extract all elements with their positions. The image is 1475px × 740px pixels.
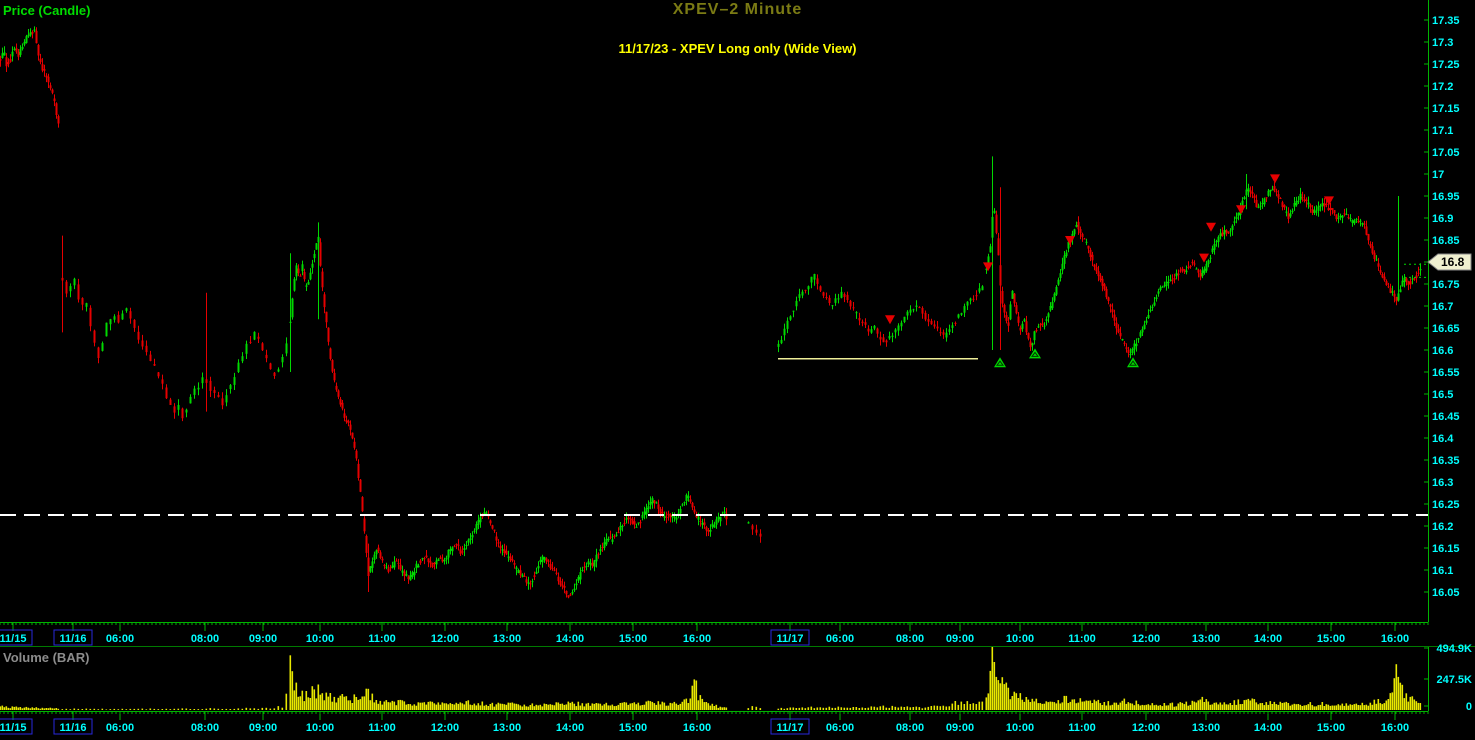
svg-text:17.2: 17.2 [1432,81,1453,93]
svg-text:08:00: 08:00 [896,722,924,734]
svg-text:08:00: 08:00 [191,633,219,645]
svg-text:09:00: 09:00 [249,633,277,645]
svg-text:16.55: 16.55 [1432,367,1460,379]
svg-text:13:00: 13:00 [493,633,521,645]
svg-text:17.05: 17.05 [1432,147,1460,159]
svg-text:11/16: 11/16 [60,722,87,734]
svg-text:16.95: 16.95 [1432,191,1460,203]
svg-text:16.8: 16.8 [1441,255,1465,269]
svg-text:12:00: 12:00 [431,722,459,734]
svg-text:16.35: 16.35 [1432,455,1460,467]
svg-text:17.25: 17.25 [1432,59,1460,71]
svg-text:11:00: 11:00 [368,633,396,645]
svg-text:09:00: 09:00 [249,722,277,734]
svg-text:11:00: 11:00 [1068,633,1096,645]
svg-text:10:00: 10:00 [306,722,334,734]
svg-text:06:00: 06:00 [106,722,134,734]
svg-text:247.5K: 247.5K [1437,674,1473,686]
svg-text:11/17: 11/17 [777,722,804,734]
svg-text:10:00: 10:00 [1006,633,1034,645]
svg-text:14:00: 14:00 [1254,633,1282,645]
chart-title: XPEV–2 Minute [672,1,803,18]
candles-layer [0,26,1422,599]
svg-text:17: 17 [1432,169,1444,181]
svg-text:11/15: 11/15 [0,633,26,645]
trade-signals-layer [885,174,1334,368]
svg-text:08:00: 08:00 [896,633,924,645]
svg-text:16.2: 16.2 [1432,521,1453,533]
svg-text:08:00: 08:00 [191,722,219,734]
svg-text:10:00: 10:00 [1006,722,1034,734]
svg-text:15:00: 15:00 [619,722,647,734]
svg-text:12:00: 12:00 [1132,633,1160,645]
svg-text:17.15: 17.15 [1432,103,1460,115]
svg-text:16.1: 16.1 [1432,565,1453,577]
svg-text:13:00: 13:00 [1192,722,1220,734]
last-price-tag: 16.8 [1427,253,1472,271]
chart-subtitle: 11/17/23 - XPEV Long only (Wide View) [618,41,857,56]
svg-text:16.25: 16.25 [1432,499,1460,511]
svg-text:14:00: 14:00 [556,633,584,645]
svg-text:12:00: 12:00 [1132,722,1160,734]
svg-text:11/15: 11/15 [0,722,26,734]
svg-text:14:00: 14:00 [556,722,584,734]
svg-text:11/17: 11/17 [777,633,804,645]
svg-text:16.15: 16.15 [1432,543,1460,555]
svg-text:15:00: 15:00 [1317,722,1345,734]
svg-text:17.1: 17.1 [1432,125,1453,137]
svg-text:16:00: 16:00 [1381,633,1409,645]
svg-text:16.5: 16.5 [1432,389,1453,401]
svg-text:17.3: 17.3 [1432,37,1453,49]
svg-text:06:00: 06:00 [826,722,854,734]
svg-text:13:00: 13:00 [493,722,521,734]
svg-text:12:00: 12:00 [431,633,459,645]
volume-panel-label: Volume (BAR) [3,650,90,665]
svg-text:10:00: 10:00 [306,633,334,645]
svg-text:09:00: 09:00 [946,633,974,645]
svg-text:11:00: 11:00 [368,722,396,734]
svg-text:06:00: 06:00 [106,633,134,645]
price-panel-label: Price (Candle) [3,3,91,18]
svg-text:14:00: 14:00 [1254,722,1282,734]
svg-text:16.7: 16.7 [1432,301,1453,313]
svg-text:11:00: 11:00 [1068,722,1096,734]
overlay-lines-layer [0,263,1428,516]
svg-text:06:00: 06:00 [826,633,854,645]
svg-text:16:00: 16:00 [683,633,711,645]
svg-text:16.3: 16.3 [1432,477,1453,489]
svg-text:16.85: 16.85 [1432,235,1460,247]
svg-text:16.05: 16.05 [1432,587,1460,599]
svg-text:13:00: 13:00 [1192,633,1220,645]
svg-text:16.4: 16.4 [1432,433,1454,445]
svg-text:16.65: 16.65 [1432,323,1460,335]
svg-text:16:00: 16:00 [683,722,711,734]
svg-text:11/16: 11/16 [60,633,87,645]
svg-text:17.35: 17.35 [1432,15,1460,27]
svg-text:16.75: 16.75 [1432,279,1460,291]
svg-text:16.9: 16.9 [1432,213,1453,225]
volume-layer [0,647,1422,710]
svg-text:16:00: 16:00 [1381,722,1409,734]
svg-text:16.45: 16.45 [1432,411,1460,423]
svg-text:15:00: 15:00 [1317,633,1345,645]
svg-text:494.9K: 494.9K [1437,643,1473,655]
svg-text:09:00: 09:00 [946,722,974,734]
svg-text:15:00: 15:00 [619,633,647,645]
svg-text:16.6: 16.6 [1432,345,1453,357]
svg-text:0: 0 [1466,701,1472,713]
